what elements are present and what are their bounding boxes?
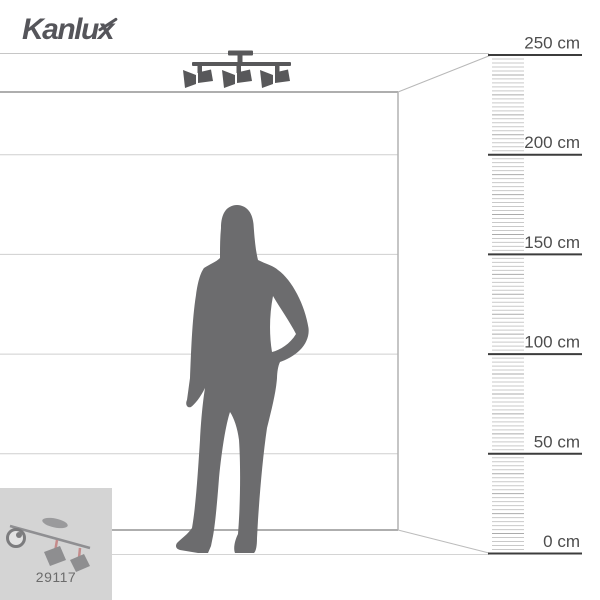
ruler-label: 250 cm bbox=[524, 34, 580, 53]
product-code: 29117 bbox=[35, 569, 77, 585]
ceiling-perspective-diagonal bbox=[397, 55, 491, 93]
product-photo-icon bbox=[6, 517, 91, 572]
ruler-label: 100 cm bbox=[524, 333, 580, 352]
person-silhouette-icon bbox=[176, 205, 309, 553]
product-thumbnail: 29117 bbox=[0, 488, 112, 600]
thumb-spot-ring bbox=[6, 528, 26, 548]
floor-perspective-diagonal bbox=[397, 529, 490, 554]
ruler-label: 200 cm bbox=[524, 133, 580, 152]
fixture-canopy bbox=[228, 50, 253, 56]
ruler-label: 50 cm bbox=[534, 432, 580, 451]
fixture-stem-3 bbox=[275, 65, 280, 73]
fixture-stem-1 bbox=[197, 65, 202, 73]
thumb-track-bar bbox=[9, 524, 91, 550]
thumb-canopy bbox=[42, 517, 68, 529]
fixture-stem-2 bbox=[236, 65, 241, 73]
ceiling-light-icon bbox=[183, 50, 291, 88]
fixture-track-bar bbox=[192, 62, 291, 66]
thumb-spot2-cone bbox=[44, 546, 66, 566]
height-ruler: 250 cm 200 cm 150 cm 100 cm 50 cm 0 cm bbox=[488, 34, 582, 555]
fixture-head-2 bbox=[222, 69, 252, 88]
ruler-label: 150 cm bbox=[524, 233, 580, 252]
fixture-canopy-stem bbox=[237, 54, 243, 63]
fixture-head-3 bbox=[260, 69, 290, 88]
fixture-head-1 bbox=[183, 69, 213, 88]
thumb-spot-ring-hub bbox=[16, 532, 22, 538]
ruler-label: 0 cm bbox=[543, 532, 580, 551]
thumb-spot3-cone bbox=[70, 554, 90, 572]
